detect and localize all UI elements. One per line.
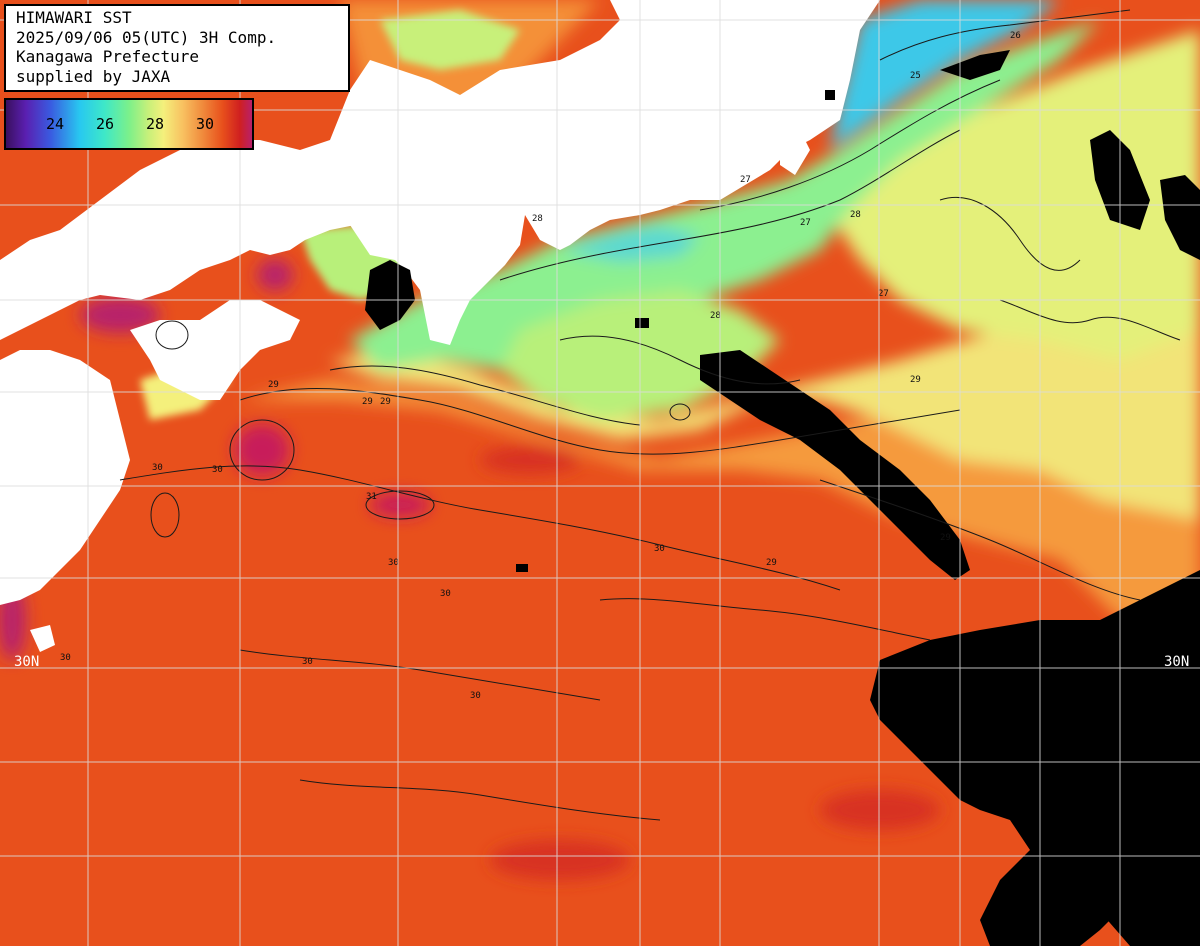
contour-30-c [239,649,601,701]
contour-label: 27 [740,175,751,185]
cloud-speck-3 [825,90,835,100]
cloud-fringe-ne2 [1160,175,1200,260]
contour-label-group: 29 30 29 31 30 30 28 26 27 25 27 27 28 2… [60,31,1021,701]
zone-yellowgreen [820,30,1200,360]
contour-28-a [499,129,961,281]
cloud-se-strip [980,780,1150,946]
data-credit: supplied by JAXA [16,66,171,86]
contour-label: 31 [366,492,377,502]
contour-label: 28 [850,210,861,220]
zone-yellow [330,310,1200,520]
contour-label: 30 [152,463,163,473]
zone-hot-1 [234,424,290,476]
contour-29-c [819,479,1141,601]
contour-label: 25 [910,71,921,81]
cloud-north-2 [940,50,1010,80]
legend-tick: 26 [96,115,115,133]
contour-label: 28 [710,311,721,321]
contour-label: 28 [532,214,543,224]
contour-label: 30 [470,691,481,701]
land-kii [350,220,400,260]
legend-tick: 28 [146,115,165,133]
contour-label: 29 [766,558,777,568]
contour-label: 30 [302,657,313,667]
contour-30-a [119,465,841,591]
zone-cyan [830,0,1060,150]
contour-label: 29 [910,375,921,385]
color-scale-legend: 24 26 28 30 [4,98,254,150]
contour-27-a [699,79,1001,211]
cloud-center-band [700,350,970,580]
zone-hot-3 [257,259,293,291]
info-box: HIMAWARI SST 2025/09/06 05(UTC) 3H Comp.… [4,4,350,92]
timestamp: 2025/09/06 05(UTC) 3H Comp. [16,27,277,47]
contour-30-ring [229,419,295,481]
contour-wiggle-1 [939,196,1081,271]
land-shikoku [130,300,300,400]
contour-label: 30 [388,558,399,568]
land-island-1 [478,150,500,190]
contour-30-b [599,598,931,641]
zone-hot-2 [370,493,430,517]
contour-label: 29 [362,397,373,407]
legend-tick: 24 [46,115,65,133]
contour-lines [119,9,1181,821]
contour-label: 27 [800,218,811,228]
zone-hot-8 [490,840,630,880]
latitude-label-right: 30N [1164,654,1190,670]
land [0,0,880,652]
contour-ring-4 [150,492,180,538]
contour-label: 29 [940,533,951,543]
region-name: Kanagawa Prefecture [16,47,200,66]
product-title: HIMAWARI SST [16,8,132,27]
contour-label: 30 [212,465,223,475]
land-honshu [0,0,880,345]
cloud-speck-2 [516,564,528,572]
zone-hot-7 [820,790,940,830]
land-island-2 [30,625,55,652]
contour-ring-5 [669,403,691,421]
zone-green [350,20,1100,370]
zone-hot-6 [480,446,580,474]
contour-label: 27 [878,289,889,299]
cloud-speck-1 [635,318,649,328]
land-kyushu [0,350,130,605]
contour-31-ring [365,490,435,520]
patch-north-green [380,10,520,70]
contour-ring-3 [155,320,189,350]
contour-label: 29 [380,397,391,407]
contour-label: 30 [60,653,71,663]
contour-30-d [299,779,661,821]
zone-hot-4 [80,297,160,333]
contour-wiggle-2 [999,299,1181,341]
contour-26-a [879,9,1131,61]
contour-29-b [329,365,641,426]
contour-label: 30 [440,589,451,599]
latitude-label-left: 30N [14,654,40,670]
contour-label: 26 [1010,31,1021,41]
zone-cyan-2 [560,226,700,262]
contour-label: 30 [654,544,665,554]
cloud-north-1 [365,260,415,330]
contour-label: 29 [268,380,279,390]
legend-tick: 30 [196,115,215,133]
land-boso [780,130,810,175]
contour-wiggle-3 [559,335,801,385]
